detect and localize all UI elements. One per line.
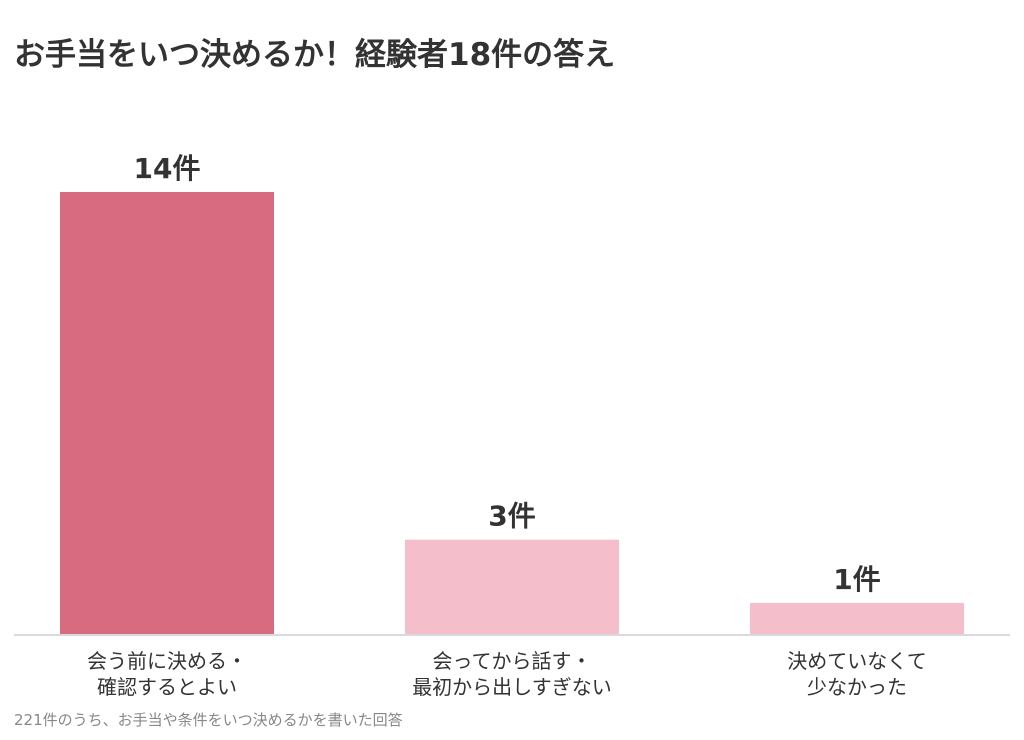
value-label-1: 14件 <box>134 152 201 185</box>
chart-title: お手当をいつ決めるか！経験者18件の答え <box>14 37 616 73</box>
bar-2 <box>405 539 619 635</box>
value-label-3: 1件 <box>833 563 880 596</box>
category-label-2-line-1: 会ってから話す・ <box>433 649 592 673</box>
category-label-3-line-1: 決めていなくて <box>787 649 926 673</box>
bar-1 <box>60 192 274 635</box>
category-label-1-line-2: 確認するとよい <box>97 675 237 699</box>
category-label-1-line-1: 会う前に決める・ <box>87 649 247 673</box>
value-label-2: 3件 <box>488 500 535 533</box>
bar-3 <box>750 602 964 635</box>
source-note: 221件のうち、お手当や条件をいつ決めるかを書いた回答 <box>14 711 403 729</box>
category-label-3-line-2: 少なかった <box>807 675 907 699</box>
category-label-2-line-2: 最初から出しすぎない <box>412 675 612 699</box>
